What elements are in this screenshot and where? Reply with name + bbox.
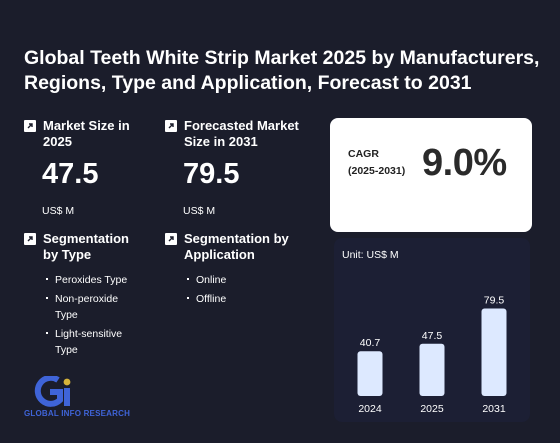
market-size-label: Market Size in 2025 bbox=[43, 118, 130, 149]
chart-bar bbox=[419, 343, 445, 396]
segmentation-application-list: Online Offline bbox=[183, 272, 315, 307]
checkbox-icon bbox=[165, 233, 177, 245]
page-title: Global Teeth White Strip Market 2025 by … bbox=[24, 47, 540, 94]
list-item: Offline bbox=[183, 291, 315, 307]
segmentation-application-block: Segmentation by Application Online Offli… bbox=[165, 231, 315, 310]
chart-data-label: 40.7 bbox=[360, 337, 381, 349]
segmentation-type-label: Segmentation by Type bbox=[43, 231, 129, 262]
forecast-size-value: 79.5 bbox=[183, 158, 240, 190]
bar-chart: 40.7 2024 47.5 2025 79.5 2031 bbox=[357, 295, 507, 415]
cagr-label-line2: (2025-2031) bbox=[348, 165, 406, 177]
forecast-size-block: Forecasted Market Size in 2031 79.5 US$ … bbox=[165, 118, 315, 217]
chart-bar bbox=[357, 351, 383, 396]
bar-chart-card: Unit: US$ M 40.7 2024 47.5 2025 79.5 2031 bbox=[334, 238, 530, 422]
chart-tick-label: 2025 bbox=[420, 403, 444, 415]
logo-mark-icon bbox=[34, 374, 71, 407]
cagr-label: CAGR (2025-2031) bbox=[348, 146, 405, 180]
checkbox-icon bbox=[24, 120, 36, 132]
market-size-value: 47.5 bbox=[42, 158, 99, 190]
cagr-label-line1: CAGR bbox=[348, 148, 379, 160]
chart-tick-label: 2031 bbox=[482, 403, 506, 415]
checkbox-icon bbox=[24, 233, 36, 245]
cagr-value: 9.0% bbox=[422, 142, 507, 184]
logo-text: GLOBAL INFO RESEARCH bbox=[24, 409, 131, 418]
forecast-size-unit: US$ M bbox=[183, 205, 216, 217]
cagr-card: CAGR (2025-2031) 9.0% bbox=[330, 118, 532, 232]
list-item: Light-sensitive Type bbox=[42, 326, 142, 358]
segmentation-type-block: Segmentation by Type Peroxides Type Non-… bbox=[24, 231, 154, 361]
chart-data-label: 79.5 bbox=[484, 295, 505, 307]
chart-data-label: 47.5 bbox=[422, 330, 443, 342]
list-item: Peroxides Type bbox=[42, 272, 142, 288]
forecast-size-label: Forecasted Market Size in 2031 bbox=[184, 118, 299, 149]
list-item: Non-peroxide Type bbox=[42, 291, 142, 323]
chart-bar bbox=[481, 308, 507, 396]
chart-tick-label: 2024 bbox=[358, 403, 382, 415]
segmentation-type-list: Peroxides Type Non-peroxide Type Light-s… bbox=[42, 272, 142, 358]
list-item: Online bbox=[183, 272, 315, 288]
checkbox-icon bbox=[165, 120, 177, 132]
market-size-unit: US$ M bbox=[42, 205, 75, 217]
market-size-block: Market Size in 2025 47.5 US$ M bbox=[24, 118, 154, 217]
segmentation-application-label: Segmentation by Application bbox=[184, 231, 289, 262]
logo: GLOBAL INFO RESEARCH bbox=[24, 374, 142, 426]
chart-unit-label: Unit: US$ M bbox=[342, 249, 399, 261]
